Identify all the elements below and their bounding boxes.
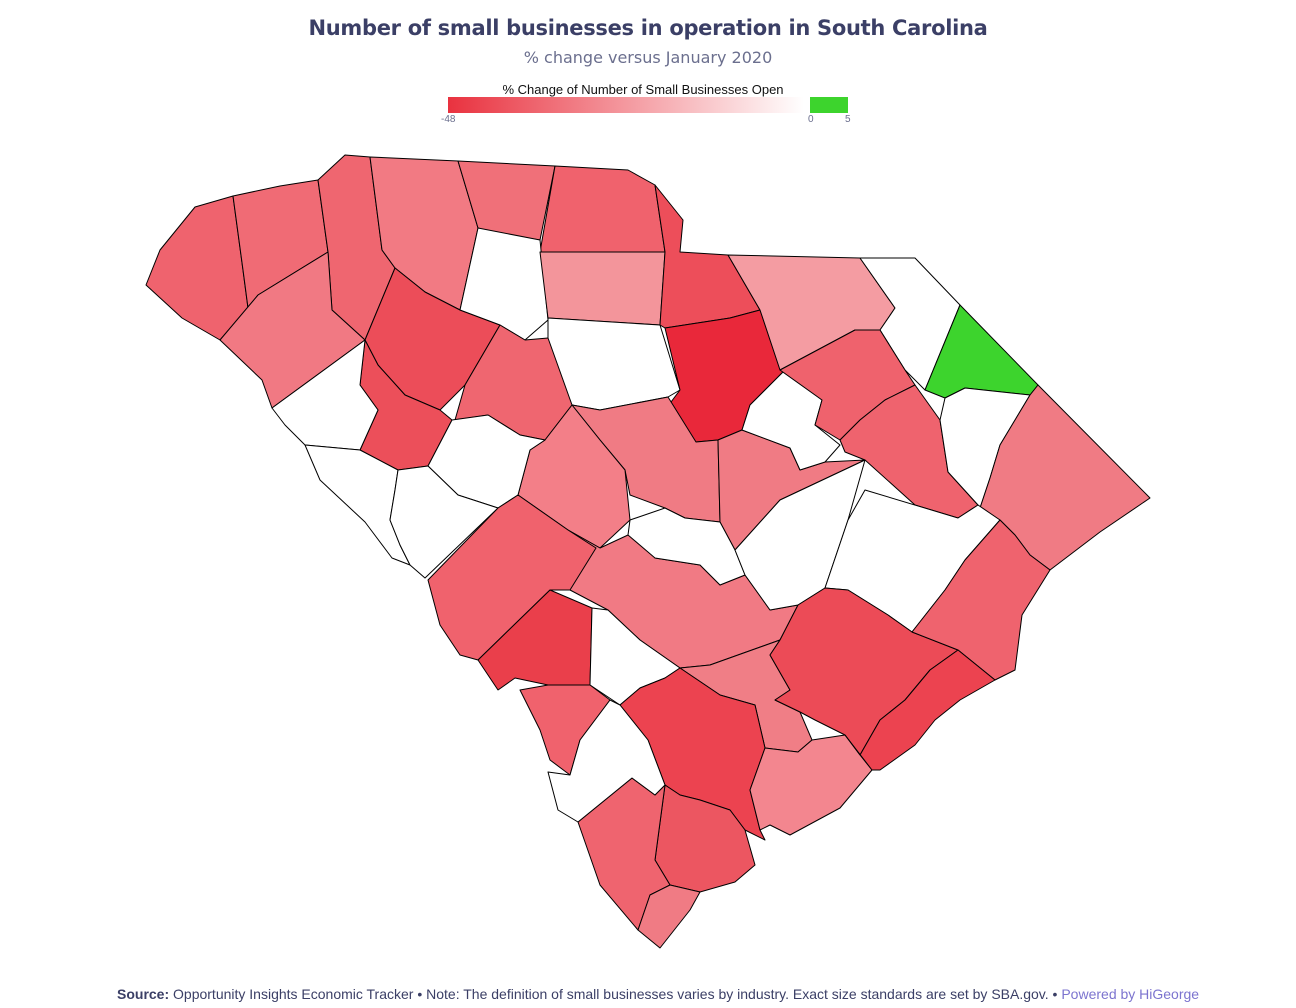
powered-by-link[interactable]: Powered by HiGeorge [1061,986,1200,1002]
county-region[interactable] [539,251,666,326]
county-region[interactable] [389,465,499,579]
county-region[interactable] [219,251,366,409]
county-region[interactable] [427,494,597,661]
legend-zero-label: 0 [808,114,814,125]
county-region[interactable] [271,339,379,451]
legend-gradient-negative [448,97,804,113]
county-region[interactable] [749,734,873,836]
source-text: Opportunity Insights Economic Tracker • … [169,986,1062,1002]
legend-title: % Change of Number of Small Businesses O… [502,82,784,97]
legend-swatch-positive [810,97,848,113]
footer-note: Source: Opportunity Insights Economic Tr… [117,986,1287,1002]
source-label: Source: [117,986,170,1002]
chart-title: Number of small businesses in operation … [308,16,988,40]
county-region[interactable] [145,195,249,341]
chart-subtitle: % change versus January 2020 [523,48,773,67]
county-region[interactable] [637,884,701,949]
county-region[interactable] [844,649,996,771]
county-region[interactable] [859,257,961,391]
county-region[interactable] [547,699,666,823]
legend-min-label: -48 [441,114,456,125]
legend-max-label: 5 [845,114,851,125]
county-region[interactable] [539,165,666,253]
